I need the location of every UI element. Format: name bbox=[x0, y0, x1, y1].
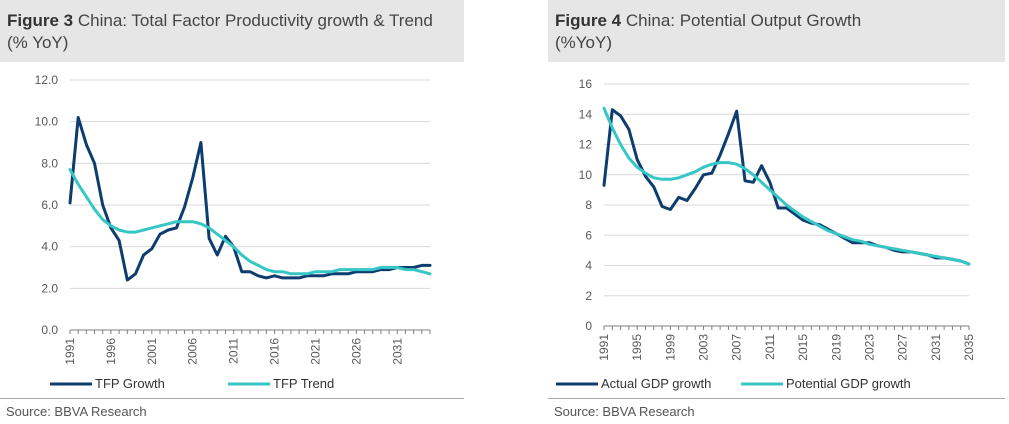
x-tick-label: 1991 bbox=[63, 338, 77, 365]
legend-label: Potential GDP growth bbox=[786, 376, 911, 391]
actual-series-line bbox=[602, 108, 971, 266]
y-tick-label: 4.0 bbox=[41, 240, 58, 254]
y-tick-label: 4 bbox=[585, 259, 592, 273]
trend-series-line bbox=[602, 106, 971, 266]
y-tick-label: 6 bbox=[585, 228, 592, 242]
x-tick-label: 1991 bbox=[597, 334, 611, 361]
figure-header bbox=[0, 0, 464, 62]
y-tick-label: 8.0 bbox=[41, 156, 58, 170]
y-tick-label: 0.0 bbox=[41, 323, 58, 337]
legend-label: TFP Growth bbox=[95, 376, 165, 391]
x-tick-label: 2019 bbox=[829, 334, 843, 361]
y-tick-label: 8 bbox=[585, 198, 592, 212]
figure-title-line1: China: Total Factor Productivity growth … bbox=[77, 11, 433, 30]
figure-title-line2: (%YoY) bbox=[555, 33, 613, 52]
x-tick-label: 1999 bbox=[663, 334, 677, 361]
y-tick-label: 2 bbox=[585, 289, 592, 303]
figure-title: Figure 3 China: Total Factor Productivit… bbox=[7, 10, 433, 54]
x-tick-label: 1996 bbox=[104, 338, 118, 365]
x-tick-label: 2011 bbox=[227, 338, 241, 364]
x-tick-label: 2031 bbox=[929, 334, 943, 361]
x-tick-label: 2026 bbox=[349, 338, 363, 365]
potential-output-line-chart: 0 2 4 6 8 10 12 14 16 1991 1995 1999 2003 2007 2011 201… bbox=[556, 77, 976, 391]
y-tick-label: 0 bbox=[585, 319, 592, 333]
x-tick-label: 2031 bbox=[390, 338, 404, 365]
actual-series-line bbox=[68, 116, 432, 282]
x-tick-label: 2011 bbox=[763, 334, 777, 360]
x-tick-label: 2027 bbox=[896, 334, 910, 361]
y-tick-label: 10 bbox=[579, 168, 593, 182]
x-tick-label: 2001 bbox=[145, 338, 159, 365]
y-tick-label: 12 bbox=[579, 138, 593, 152]
x-tick-label: 2003 bbox=[697, 334, 711, 361]
y-tick-label: 12.0 bbox=[35, 73, 59, 87]
figure-4-panel: Figure 4 China: Potential Output Growth … bbox=[548, 0, 1005, 424]
figure-title-line1: China: Potential Output Growth bbox=[625, 11, 862, 30]
figure-label: Figure 4 bbox=[555, 11, 622, 30]
y-tick-label: 10.0 bbox=[35, 115, 59, 129]
x-tick-label: 2023 bbox=[862, 334, 876, 361]
x-tick-label: 2015 bbox=[796, 334, 810, 361]
figure-3-panel: Figure 3 China: Total Factor Productivit… bbox=[0, 0, 464, 424]
x-tick-label: 2021 bbox=[308, 338, 322, 365]
trend-series-line bbox=[68, 168, 432, 276]
figure-header bbox=[548, 0, 1005, 62]
figure-label: Figure 3 bbox=[7, 11, 74, 30]
tfp-line-chart: 0.0 2.0 4.0 6.0 8.0 10.0 12.0 1991 1996 2001 2006 2… bbox=[35, 73, 432, 391]
y-tick-label: 6.0 bbox=[41, 198, 58, 212]
legend-label: TFP Trend bbox=[273, 376, 334, 391]
figure-title-line2: (% YoY) bbox=[7, 33, 69, 52]
source-note: Source: BBVA Research bbox=[554, 404, 695, 419]
source-note: Source: BBVA Research bbox=[6, 404, 147, 419]
x-tick-label: 2035 bbox=[962, 334, 976, 361]
figure-title: Figure 4 China: Potential Output Growth … bbox=[555, 10, 861, 54]
source-divider bbox=[0, 398, 464, 399]
x-tick-label: 2016 bbox=[268, 338, 282, 365]
x-tick-label: 1995 bbox=[630, 334, 644, 361]
y-tick-label: 2.0 bbox=[41, 281, 58, 295]
y-tick-label: 14 bbox=[579, 107, 593, 121]
x-tick-label: 2006 bbox=[186, 338, 200, 365]
legend-label: Actual GDP growth bbox=[601, 376, 711, 391]
source-divider bbox=[548, 398, 1005, 399]
x-tick-label: 2007 bbox=[730, 334, 744, 361]
y-tick-label: 16 bbox=[579, 77, 593, 91]
